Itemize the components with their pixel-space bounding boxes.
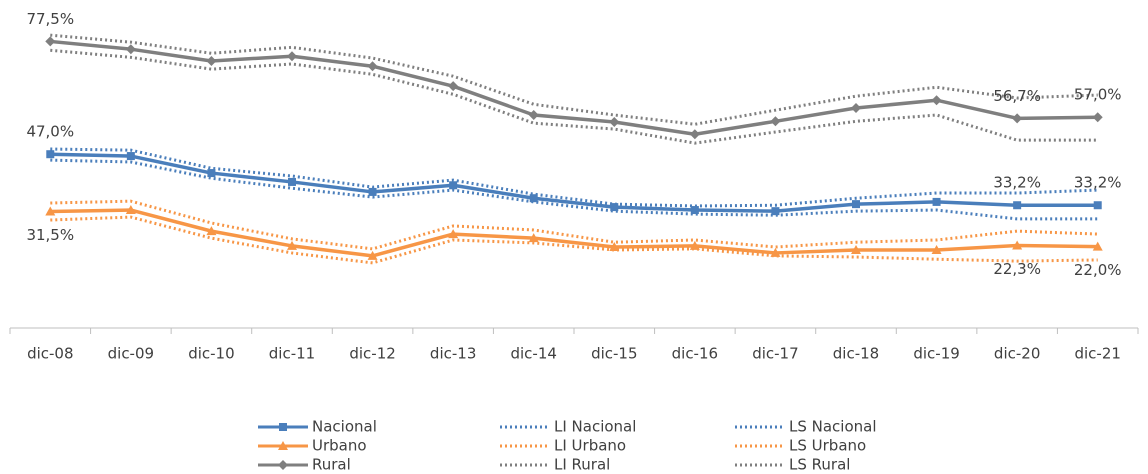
x-tick-label: dic-17 [752,345,798,363]
point [689,129,700,140]
legend-label: LS Rural [789,456,850,474]
interval-line [50,147,1098,208]
point [770,116,781,127]
x-tick-label: dic-13 [430,345,476,363]
x-tick-label: dic-21 [1074,345,1120,363]
point [931,95,942,106]
interval-line [50,33,1098,126]
legend-marker [279,423,287,431]
point [367,250,378,260]
point [448,81,459,92]
point [690,206,699,215]
x-tick-label: dic-10 [188,345,234,363]
point [368,187,377,196]
point [206,56,217,67]
data-label: 33,2% [1074,174,1122,192]
x-tick-label: dic-16 [672,345,718,363]
point [609,117,620,128]
x-tick-label: dic-14 [510,345,556,363]
point [287,51,297,62]
legend-marker [278,460,288,470]
series-line [50,152,1098,213]
point [932,197,941,206]
point [851,102,861,113]
x-tick-label: dic-19 [913,345,959,363]
point [1013,201,1022,210]
data-label: 47,0% [26,123,74,141]
point [125,205,136,215]
point [287,240,297,250]
data-label: 31,5% [26,226,74,244]
point [125,44,136,55]
point [528,110,539,121]
x-tick-label: dic-20 [994,345,1040,363]
data-label: 22,0% [1074,261,1122,279]
legend-label: Rural [312,456,351,474]
legend-label: Nacional [312,418,377,436]
series-line [50,208,1098,258]
point [528,233,539,243]
data-label: 57,0% [1074,86,1122,104]
point [770,247,781,257]
point [1092,241,1103,251]
x-tick-label: dic-12 [349,345,395,363]
legend-label: LI Rural [554,456,610,474]
point [1012,113,1023,124]
data-label: 22,3% [993,260,1041,278]
point [852,200,860,209]
point [206,226,217,236]
legend-marker [278,441,288,450]
x-tick-label: dic-15 [591,345,637,363]
data-label: 56,7% [993,87,1041,105]
legend-label: LI Nacional [554,418,636,436]
point [851,244,861,254]
x-tick-label: dic-11 [269,345,315,363]
point [529,194,538,203]
point [771,207,780,216]
point [1092,112,1103,123]
point [288,177,296,186]
point [931,244,942,254]
x-tick-label: dic-08 [27,345,73,363]
point [45,36,56,47]
legend-label: Urbano [312,437,367,455]
legend-label: LI Urbano [554,437,626,455]
interval-line [50,158,1098,221]
point [46,150,55,159]
interval-line [50,215,1098,265]
data-label: 77,5% [26,10,74,28]
point [207,169,216,178]
point [367,61,378,72]
point [1093,201,1102,210]
data-label: 33,2% [993,174,1041,192]
point [449,181,458,190]
point [1012,240,1023,250]
point [126,152,135,161]
point [448,229,459,239]
x-tick-label: dic-09 [108,345,154,363]
series-line [50,39,1098,136]
legend-label: LS Urbano [789,437,866,455]
legend-label: LS Nacional [789,418,877,436]
x-tick-label: dic-18 [833,345,879,363]
point [689,240,700,250]
interval-line [50,48,1098,145]
point [609,242,620,252]
point [610,203,619,212]
point [45,206,56,216]
